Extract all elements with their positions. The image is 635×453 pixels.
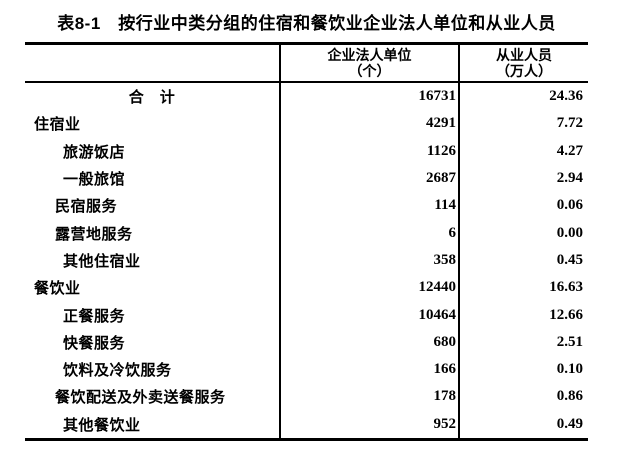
- units-value: 166: [279, 355, 458, 384]
- row-label: 一般旅馆: [63, 171, 126, 189]
- employees-value: 0.00: [458, 219, 588, 247]
- column-header-employees: 从业人员 （万人）: [458, 45, 588, 81]
- units-value: 12440: [279, 274, 458, 302]
- row-label: 饮料及冷饮服务: [63, 362, 172, 380]
- units-value: 358: [279, 246, 458, 275]
- table-title: 表8-1 按行业中类分组的住宿和餐饮业企业法人单位和从业人员: [57, 14, 556, 33]
- stub-header-cell: [25, 45, 279, 81]
- table-header-row: 企业法人单位 （个） 从业人员 （万人）: [25, 45, 588, 83]
- units-value: 178: [279, 383, 458, 411]
- table-row-catering-delivery-takeout: 餐饮配送及外卖送餐服务 178 0.86: [25, 383, 588, 411]
- table-row-total: 合 计 16731 24.36: [25, 83, 588, 111]
- table-row-homestay-services: 民宿服务 114 0.06: [25, 192, 588, 220]
- units-value: 114: [279, 192, 458, 220]
- employees-value: 0.06: [458, 192, 588, 220]
- row-label: 餐饮配送及外卖送餐服务: [55, 389, 226, 407]
- units-value: 4291: [279, 110, 458, 138]
- row-label: 餐饮业: [34, 280, 81, 298]
- table-row-campground-services: 露营地服务 6 0.00: [25, 219, 588, 247]
- row-label: 合 计: [128, 89, 176, 107]
- employees-value: 2.51: [458, 328, 588, 356]
- row-label: 住宿业: [34, 116, 81, 134]
- employees-value: 0.49: [458, 410, 588, 438]
- column-header-units-line2: （个）: [348, 63, 391, 79]
- employees-value: 12.66: [458, 301, 588, 329]
- employees-value: 7.72: [458, 110, 588, 138]
- table-row-catering: 餐饮业 12440 16.63: [25, 274, 588, 302]
- column-header-units-line1: 企业法人单位: [327, 47, 412, 63]
- table-row-fast-food-services: 快餐服务 680 2.51: [25, 328, 588, 356]
- units-value: 10464: [279, 301, 458, 329]
- employees-value: 4.27: [458, 137, 588, 165]
- row-label: 正餐服务: [63, 307, 126, 325]
- table-row-full-meal-services: 正餐服务 10464 12.66: [25, 301, 588, 329]
- column-header-employees-line2: （万人）: [496, 63, 552, 79]
- row-label: 民宿服务: [55, 198, 118, 216]
- employees-value: 16.63: [458, 274, 588, 302]
- units-value: 16731: [279, 83, 458, 111]
- employees-value: 0.10: [458, 355, 588, 384]
- table-row-other-accommodation: 其他住宿业 358 0.45: [25, 246, 588, 275]
- column-header-employees-line1: 从业人员: [496, 47, 552, 63]
- statistics-table: 企业法人单位 （个） 从业人员 （万人） 合 计 16731 24.36 住宿业…: [25, 42, 588, 441]
- employees-value: 0.45: [458, 246, 588, 275]
- table-row-beverage-cold-drink-services: 饮料及冷饮服务 166 0.10: [25, 355, 588, 384]
- row-label: 露营地服务: [55, 225, 133, 243]
- units-value: 2687: [279, 164, 458, 193]
- row-label: 旅游饭店: [63, 143, 126, 161]
- units-value: 680: [279, 328, 458, 356]
- row-label: 其他住宿业: [63, 252, 141, 270]
- units-value: 6: [279, 219, 458, 247]
- employees-value: 24.36: [458, 83, 588, 111]
- table-row-other-catering: 其他餐饮业 952 0.49: [25, 410, 588, 438]
- units-value: 1126: [279, 137, 458, 165]
- table-row-accommodation: 住宿业 4291 7.72: [25, 110, 588, 138]
- column-header-units: 企业法人单位 （个）: [279, 45, 458, 81]
- table-row-tourist-hotels: 旅游饭店 1126 4.27: [25, 137, 588, 165]
- employees-value: 2.94: [458, 164, 588, 193]
- table-row-general-hotels: 一般旅馆 2687 2.94: [25, 164, 588, 193]
- units-value: 952: [279, 410, 458, 438]
- row-label: 快餐服务: [63, 334, 126, 352]
- employees-value: 0.86: [458, 383, 588, 411]
- row-label: 其他餐饮业: [63, 416, 141, 434]
